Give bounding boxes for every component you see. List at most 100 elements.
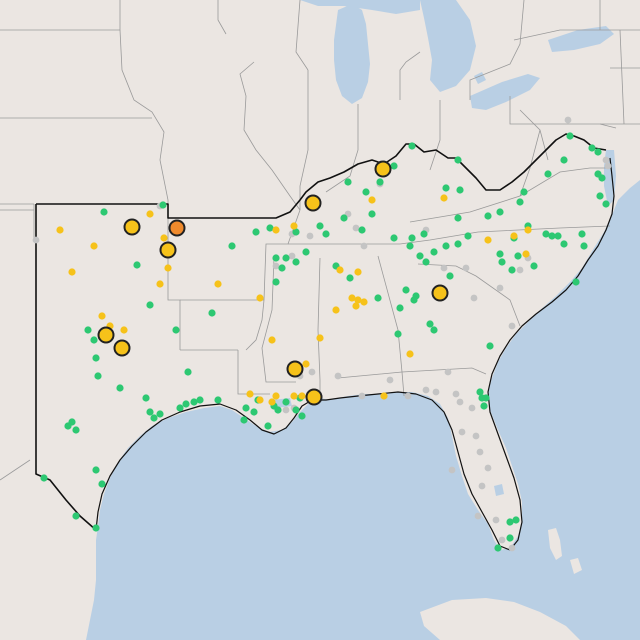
- gray-station-marker[interactable]: [492, 516, 500, 524]
- yellow-station-marker[interactable]: [368, 196, 376, 204]
- green-station-marker[interactable]: [588, 144, 596, 152]
- green-station-marker[interactable]: [84, 326, 92, 334]
- green-station-marker[interactable]: [516, 198, 524, 206]
- yellow-station-marker[interactable]: [268, 336, 276, 344]
- green-station-marker[interactable]: [274, 406, 282, 414]
- green-station-marker[interactable]: [172, 326, 180, 334]
- large-yellow-station-marker[interactable]: [305, 388, 323, 406]
- gray-station-marker[interactable]: [468, 404, 476, 412]
- green-station-marker[interactable]: [196, 396, 204, 404]
- green-station-marker[interactable]: [430, 326, 438, 334]
- gray-station-marker[interactable]: [456, 398, 464, 406]
- green-station-marker[interactable]: [40, 474, 48, 482]
- green-station-marker[interactable]: [422, 258, 430, 266]
- green-station-marker[interactable]: [426, 320, 434, 328]
- yellow-station-marker[interactable]: [290, 392, 298, 400]
- green-station-marker[interactable]: [464, 232, 472, 240]
- gray-station-marker[interactable]: [472, 432, 480, 440]
- green-station-marker[interactable]: [484, 212, 492, 220]
- green-station-marker[interactable]: [358, 226, 366, 234]
- green-station-marker[interactable]: [272, 278, 280, 286]
- gray-station-marker[interactable]: [272, 262, 280, 270]
- yellow-station-marker[interactable]: [406, 350, 414, 358]
- green-station-marker[interactable]: [228, 242, 236, 250]
- gray-station-marker[interactable]: [358, 392, 366, 400]
- green-station-marker[interactable]: [184, 368, 192, 376]
- green-station-marker[interactable]: [322, 230, 330, 238]
- green-station-marker[interactable]: [396, 304, 404, 312]
- green-station-marker[interactable]: [182, 400, 190, 408]
- large-yellow-station-marker[interactable]: [113, 339, 131, 357]
- green-station-marker[interactable]: [408, 234, 416, 242]
- green-station-marker[interactable]: [566, 132, 574, 140]
- green-station-marker[interactable]: [176, 404, 184, 412]
- green-station-marker[interactable]: [264, 422, 272, 430]
- gray-station-marker[interactable]: [516, 266, 524, 274]
- yellow-station-marker[interactable]: [298, 392, 306, 400]
- gray-station-marker[interactable]: [508, 544, 516, 552]
- green-station-marker[interactable]: [252, 228, 260, 236]
- green-station-marker[interactable]: [486, 342, 494, 350]
- gray-station-marker[interactable]: [496, 284, 504, 292]
- green-station-marker[interactable]: [390, 162, 398, 170]
- green-station-marker[interactable]: [442, 242, 450, 250]
- green-station-marker[interactable]: [446, 272, 454, 280]
- green-station-marker[interactable]: [554, 232, 562, 240]
- orange-station-marker[interactable]: [168, 219, 186, 237]
- green-station-marker[interactable]: [548, 232, 556, 240]
- yellow-station-marker[interactable]: [90, 242, 98, 250]
- gray-station-marker[interactable]: [288, 252, 296, 260]
- green-station-marker[interactable]: [242, 404, 250, 412]
- green-station-marker[interactable]: [142, 394, 150, 402]
- green-station-marker[interactable]: [594, 148, 602, 156]
- green-station-marker[interactable]: [92, 466, 100, 474]
- gray-station-marker[interactable]: [564, 116, 572, 124]
- green-station-marker[interactable]: [442, 184, 450, 192]
- large-yellow-station-marker[interactable]: [159, 241, 177, 259]
- yellow-station-marker[interactable]: [268, 398, 276, 406]
- green-station-marker[interactable]: [150, 414, 158, 422]
- large-yellow-station-marker[interactable]: [123, 218, 141, 236]
- yellow-station-marker[interactable]: [524, 226, 532, 234]
- yellow-station-marker[interactable]: [440, 194, 448, 202]
- green-station-marker[interactable]: [156, 410, 164, 418]
- gray-station-marker[interactable]: [404, 392, 412, 400]
- large-yellow-station-marker[interactable]: [304, 194, 322, 212]
- green-station-marker[interactable]: [302, 248, 310, 256]
- gray-station-marker[interactable]: [308, 368, 316, 376]
- yellow-station-marker[interactable]: [484, 236, 492, 244]
- green-station-marker[interactable]: [408, 142, 416, 150]
- gray-station-marker[interactable]: [334, 372, 342, 380]
- large-yellow-station-marker[interactable]: [286, 360, 304, 378]
- green-station-marker[interactable]: [146, 301, 154, 309]
- green-station-marker[interactable]: [278, 264, 286, 272]
- green-station-marker[interactable]: [362, 188, 370, 196]
- green-station-marker[interactable]: [596, 192, 604, 200]
- gray-station-marker[interactable]: [484, 464, 492, 472]
- green-station-marker[interactable]: [133, 261, 141, 269]
- green-station-marker[interactable]: [376, 178, 384, 186]
- green-station-marker[interactable]: [282, 254, 290, 262]
- yellow-station-marker[interactable]: [332, 306, 340, 314]
- large-yellow-station-marker[interactable]: [374, 160, 392, 178]
- yellow-station-marker[interactable]: [98, 312, 106, 320]
- green-station-marker[interactable]: [250, 408, 258, 416]
- gray-station-marker[interactable]: [282, 406, 290, 414]
- green-station-marker[interactable]: [542, 230, 550, 238]
- gray-station-marker[interactable]: [432, 388, 440, 396]
- gray-station-marker[interactable]: [476, 448, 484, 456]
- green-station-marker[interactable]: [482, 394, 490, 402]
- green-station-marker[interactable]: [416, 252, 424, 260]
- green-station-marker[interactable]: [214, 396, 222, 404]
- green-station-marker[interactable]: [92, 524, 100, 532]
- green-station-marker[interactable]: [580, 242, 588, 250]
- yellow-station-marker[interactable]: [272, 392, 280, 400]
- yellow-station-marker[interactable]: [302, 360, 310, 368]
- gray-station-marker[interactable]: [508, 322, 516, 330]
- green-station-marker[interactable]: [454, 214, 462, 222]
- large-yellow-station-marker[interactable]: [431, 284, 449, 302]
- green-station-marker[interactable]: [190, 398, 198, 406]
- green-station-marker[interactable]: [98, 480, 106, 488]
- green-station-marker[interactable]: [208, 309, 216, 317]
- yellow-station-marker[interactable]: [380, 392, 388, 400]
